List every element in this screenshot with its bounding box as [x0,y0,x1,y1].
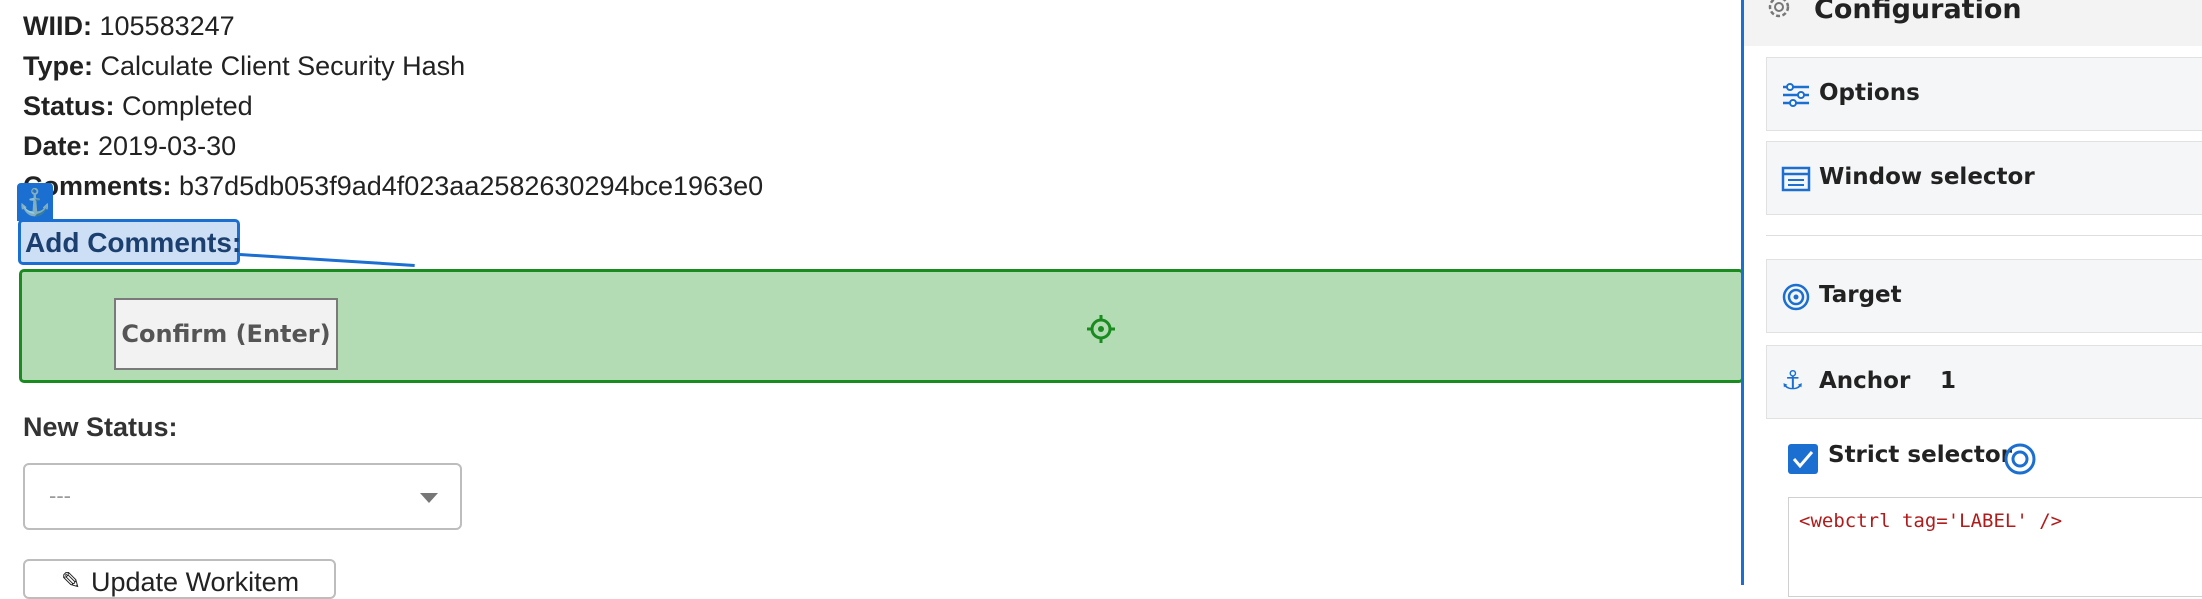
wiid-label: WIID: [23,11,92,41]
chevron-down-icon [420,493,438,503]
date-value: 2019-03-30 [98,131,237,161]
gear-icon [1768,0,1790,18]
status-select-value: --- [49,483,71,508]
panel-title: Configuration [1814,0,2022,25]
update-workitem-label: Update Workitem [91,567,300,597]
anchor-connector-line [239,253,415,267]
type-row: Type: Calculate Client Security Hash [23,46,763,86]
crosshair-icon [1087,315,1115,343]
comments-row: Comments: b37d5db053f9ad4f023aa258263029… [23,166,763,206]
anchor-section[interactable]: ⚓ Anchor 1 [1766,345,2202,419]
window-selector-label: Window selector [1819,164,2035,190]
options-section[interactable]: Options [1766,57,2202,131]
status-value: Completed [122,91,253,121]
panel-divider [1766,235,2202,236]
date-row: Date: 2019-03-30 [23,126,763,166]
status-label: Status: [23,91,115,121]
options-label: Options [1819,80,1920,106]
pencil-icon: ✎ [61,568,82,595]
anchor-icon: ⚓ [1781,366,1805,396]
strict-selector-label: Strict selector [1828,442,2012,468]
window-selector-icon [1781,166,1811,192]
target-icon [1782,283,1810,311]
workitem-details: WIID: 105583247 Type: Calculate Client S… [23,6,763,206]
type-value: Calculate Client Security Hash [100,51,466,81]
checkbox-icon[interactable] [1788,444,1818,474]
comments-value: b37d5db053f9ad4f023aa2582630294bce1963e0 [179,171,764,201]
type-label: Type: [23,51,94,81]
new-status-label: New Status: [23,412,178,442]
update-workitem-button[interactable]: ✎ Update Workitem [23,559,336,599]
status-row: Status: Completed [23,86,763,126]
options-icon [1783,83,1809,107]
target-label: Target [1819,282,1902,308]
target-icon[interactable] [2003,442,2037,476]
wiid-row: WIID: 105583247 [23,6,763,46]
confirm-button[interactable]: Confirm (Enter) [114,298,338,370]
wiid-value: 105583247 [99,11,235,41]
panel-header: Configuration [1744,0,2202,46]
anchor-label: Anchor [1819,368,1911,394]
selector-code-editor[interactable]: <webctrl tag='LABEL' /> [1788,497,2202,597]
configuration-panel: Configuration Options Window selector Ta… [1741,0,2202,597]
target-section[interactable]: Target [1766,259,2202,333]
date-label: Date: [23,131,91,161]
window-selector-section[interactable]: Window selector [1766,141,2202,215]
add-comments-label[interactable]: Add Comments: [18,219,241,265]
anchor-count: 1 [1940,368,1957,394]
anchor-icon: ⚓ [17,183,53,221]
status-select[interactable]: --- [23,463,462,530]
